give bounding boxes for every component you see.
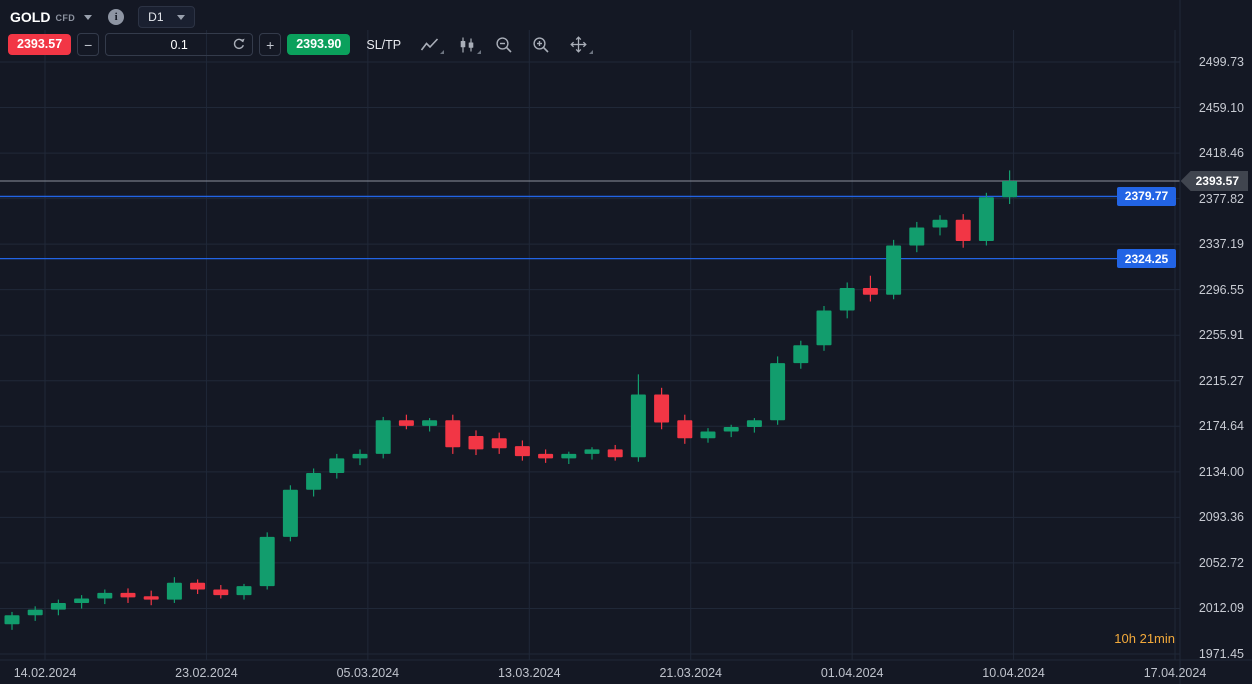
price-axis-label: 2255.91 [1198,328,1244,343]
time-axis-label: 17.04.2024 [1143,666,1207,680]
trade-toolbar: 2393.57 − 0.1 + 2393.90 SL/TP [8,33,594,56]
current-price-tag: 2393.57 [1180,170,1248,191]
price-axis-label: 2418.46 [1198,146,1244,161]
time-axis-label: 01.04.2024 [820,666,884,680]
volume-decrease-button[interactable]: − [77,33,100,56]
timeframe-select[interactable]: D1 [138,6,195,28]
move-crosshair-icon[interactable] [569,35,594,54]
price-axis-label: 2052.72 [1198,555,1244,570]
price-axis-label: 2499.73 [1198,55,1244,69]
caret-down-icon[interactable] [84,14,93,20]
sltp-button[interactable]: SL/TP [366,37,402,52]
level-tag-0[interactable]: 2379.77 [1117,186,1176,206]
symbol-name[interactable]: GOLD [10,9,51,25]
candlestick-icon[interactable] [458,36,482,54]
buy-price-button[interactable]: 2393.90 [287,33,351,56]
timeframe-value: D1 [148,10,164,24]
level-tag-1[interactable]: 2324.25 [1117,249,1176,269]
price-axis[interactable]: 2499.73 2459.10 2418.46 2377.82 2337.19 2296.… [1178,0,1252,684]
refresh-icon[interactable] [232,37,246,51]
instrument-header: GOLD CFD i D1 [10,6,195,28]
volume-increase-button[interactable]: + [259,33,282,56]
price-axis-label: 2093.36 [1198,510,1244,525]
price-axis-label: 2134.00 [1198,464,1244,479]
time-axis-label: 23.02.2024 [175,666,238,680]
price-axis-label: 2459.10 [1198,100,1244,115]
price-axis-label: 2296.55 [1198,282,1244,297]
caret-down-icon [176,14,185,20]
time-axis-label: 13.03.2024 [498,666,561,680]
info-icon[interactable]: i [108,9,125,25]
volume-value: 0.1 [170,37,188,52]
price-axis-label: 1971.45 [1198,647,1244,661]
zoom-out-icon[interactable] [495,36,513,54]
time-axis-label: 05.03.2024 [336,666,400,680]
price-axis-label: 2377.82 [1198,191,1244,206]
zoom-in-icon[interactable] [532,36,550,54]
price-axis-label: 2012.09 [1198,601,1244,616]
sell-price-button[interactable]: 2393.57 [8,33,72,56]
line-chart-icon[interactable] [420,36,445,54]
price-axis-label: 2174.64 [1198,419,1244,434]
candle-countdown: 10h 21min [1114,631,1175,646]
instrument-type-badge: CFD [55,13,76,23]
time-axis-label: 10.04.2024 [982,666,1045,680]
price-axis-label: 2215.27 [1198,373,1244,388]
price-axis-label: 2337.19 [1198,237,1244,252]
time-axis-label: 14.02.2024 [13,666,77,680]
volume-input[interactable]: 0.1 [105,33,254,56]
time-axis-label: 21.03.2024 [659,666,722,680]
